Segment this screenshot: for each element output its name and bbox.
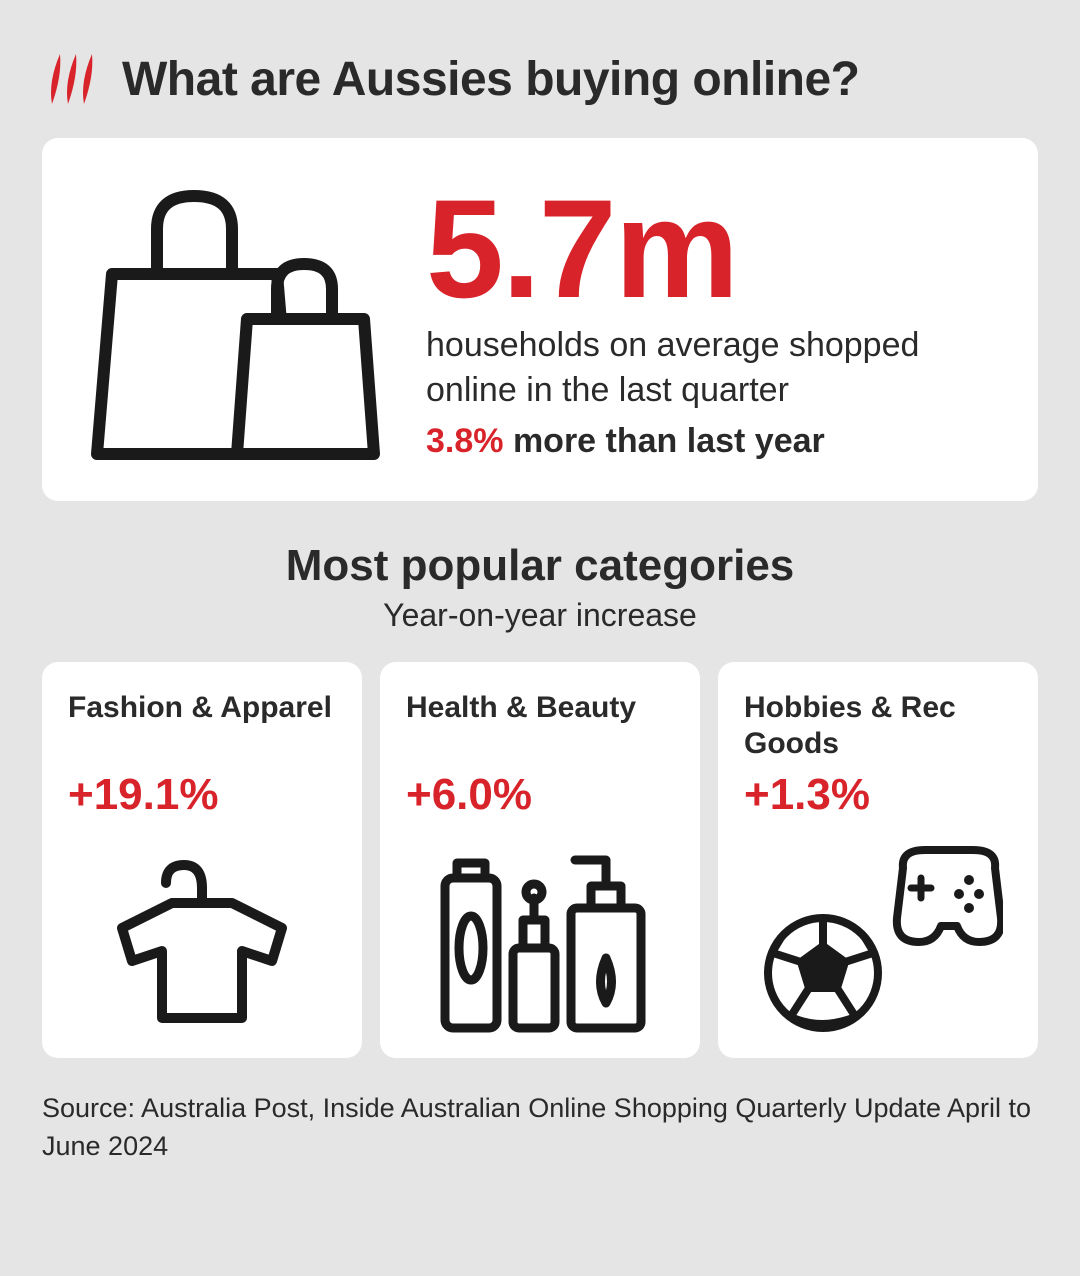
- category-card: Hobbies & Rec Goods +1.3%: [718, 662, 1038, 1058]
- category-percent: +1.3%: [744, 770, 1012, 820]
- category-name: Hobbies & Rec Goods: [744, 690, 1012, 766]
- hero-card: 5.7m households on average shopped onlin…: [42, 138, 1038, 501]
- source-text: Source: Australia Post, Inside Australia…: [42, 1090, 1038, 1166]
- category-name: Health & Beauty: [406, 690, 674, 766]
- header-row: What are Aussies buying online?: [42, 48, 1038, 110]
- category-percent: +19.1%: [68, 770, 336, 820]
- category-card: Fashion & Apparel +19.1%: [42, 662, 362, 1058]
- cosmetics-icon: [406, 838, 674, 1038]
- category-percent: +6.0%: [406, 770, 674, 820]
- category-cards: Fashion & Apparel +19.1% Health & Beauty…: [42, 662, 1038, 1058]
- section-title: Most popular categories: [42, 541, 1038, 591]
- sbs-logo-icon: [42, 48, 104, 110]
- hero-stats: 5.7m households on average shopped onlin…: [426, 182, 998, 460]
- hero-stat-value: 5.7m: [426, 182, 998, 315]
- section-subtitle: Year-on-year increase: [42, 597, 1038, 634]
- ball-controller-icon: [744, 838, 1012, 1038]
- category-card: Health & Beauty +6.0%: [380, 662, 700, 1058]
- hero-yoy-suffix: more than last year: [504, 422, 825, 460]
- hero-yoy-percent: 3.8%: [426, 422, 504, 460]
- hero-stat-description: households on average shopped online in …: [426, 323, 998, 411]
- shopping-bags-icon: [82, 174, 382, 469]
- hero-yoy: 3.8% more than last year: [426, 422, 998, 461]
- tshirt-hanger-icon: [68, 838, 336, 1038]
- category-name: Fashion & Apparel: [68, 690, 336, 766]
- page-title: What are Aussies buying online?: [122, 52, 860, 107]
